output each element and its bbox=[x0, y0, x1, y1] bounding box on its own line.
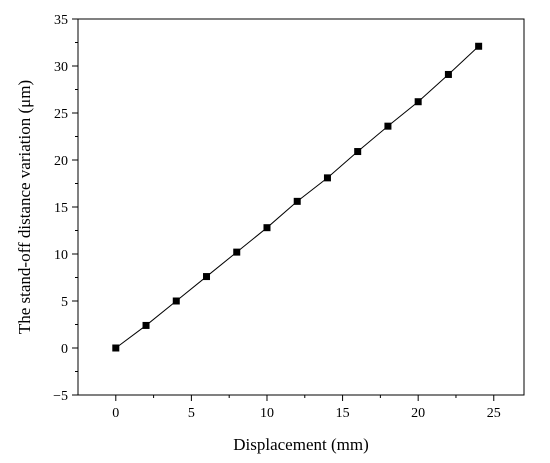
x-tick-label: 10 bbox=[260, 406, 274, 421]
data-point bbox=[233, 248, 241, 256]
data-point bbox=[384, 122, 392, 130]
series-group bbox=[112, 42, 483, 352]
data-point bbox=[475, 42, 483, 50]
y-tick-label: 30 bbox=[54, 60, 68, 75]
x-tick-label: 5 bbox=[188, 406, 195, 421]
data-point bbox=[293, 197, 301, 205]
y-axis: −5 0 5 10 15 20 25 30 35 bbox=[53, 13, 78, 404]
x-axis-title: Displacement (mm) bbox=[233, 435, 369, 454]
data-point bbox=[444, 70, 452, 78]
data-point bbox=[203, 273, 211, 281]
y-tick-label: 0 bbox=[61, 342, 68, 357]
y-tick-label: 20 bbox=[54, 154, 68, 169]
y-tick-label: −5 bbox=[53, 389, 68, 404]
y-axis-title: The stand-off distance variation (μm) bbox=[15, 80, 34, 334]
x-tick-label: 15 bbox=[336, 406, 350, 421]
x-tick-label: 25 bbox=[487, 406, 501, 421]
data-point bbox=[112, 344, 120, 352]
data-point bbox=[142, 321, 150, 329]
y-tick-label: 5 bbox=[61, 295, 68, 310]
y-tick-label: 15 bbox=[54, 201, 68, 216]
y-tick-label: 35 bbox=[54, 13, 68, 28]
y-tick-label: 25 bbox=[54, 107, 68, 122]
y-tick-label: 10 bbox=[54, 248, 68, 263]
data-point bbox=[414, 98, 422, 106]
plot-border bbox=[77, 18, 525, 396]
plot-frame bbox=[77, 18, 525, 396]
x-tick-label: 20 bbox=[411, 406, 425, 421]
x-tick-label: 0 bbox=[112, 406, 119, 421]
data-point bbox=[323, 174, 331, 182]
data-point bbox=[354, 148, 362, 156]
x-axis: 0 5 10 15 20 25 bbox=[112, 395, 501, 421]
data-point bbox=[172, 297, 180, 305]
data-point bbox=[263, 224, 271, 232]
series-line bbox=[115, 45, 479, 349]
